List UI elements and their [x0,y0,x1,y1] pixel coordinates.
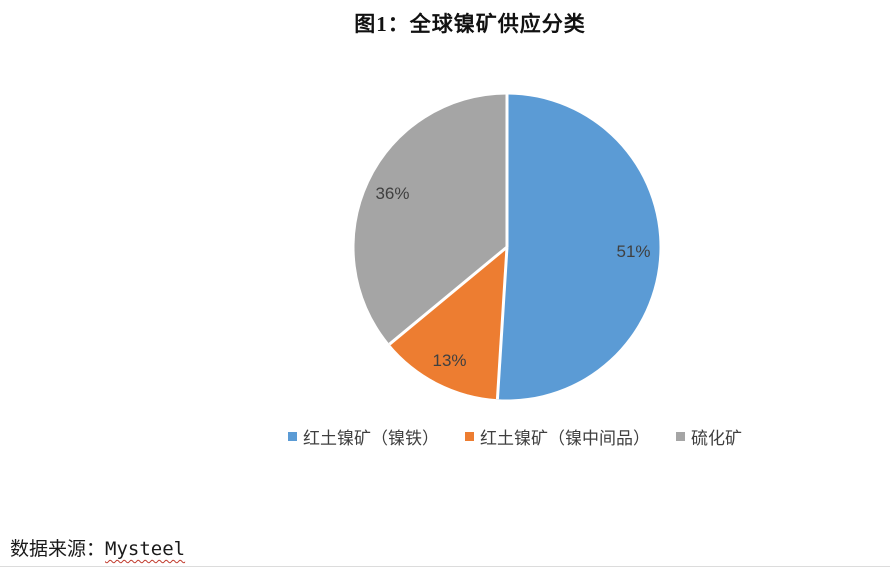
chart-title: 图1：全球镍矿供应分类 [354,12,586,36]
legend-label: 硫化矿 [691,429,742,448]
data-source-label: 数据来源： [10,539,106,560]
data-source-name: Mysteel [105,538,186,560]
data-source-line: 数据来源：Mysteel [10,534,185,561]
legend-item-laterite-nickel-pig-iron: 红土镍矿（镍铁） [288,424,439,449]
pie-data-label-1: 13% [433,351,467,370]
chart-legend: 红土镍矿（镍铁） 红土镍矿（镍中间品） 硫化矿 [140,424,890,449]
pie-slice-2 [354,94,507,345]
legend-swatch-icon [676,432,685,441]
legend-label: 红土镍矿（镍中间品） [480,429,650,448]
bottom-divider [0,566,890,567]
slice-separator [495,246,509,400]
legend-item-sulfide-ore: 硫化矿 [676,424,742,449]
legend-item-laterite-intermediate: 红土镍矿（镍中间品） [465,424,650,449]
pie-data-label-2: 36% [375,184,409,203]
pie-slice-0 [497,94,660,400]
pie-chart: 51% 13% 36% [354,94,660,400]
pie-data-label-0: 51% [616,242,650,261]
legend-label: 红土镍矿（镍铁） [303,429,439,448]
slice-separator [388,245,508,346]
legend-swatch-icon [465,432,474,441]
legend-swatch-icon [288,432,297,441]
pie-slice-1 [389,247,507,400]
